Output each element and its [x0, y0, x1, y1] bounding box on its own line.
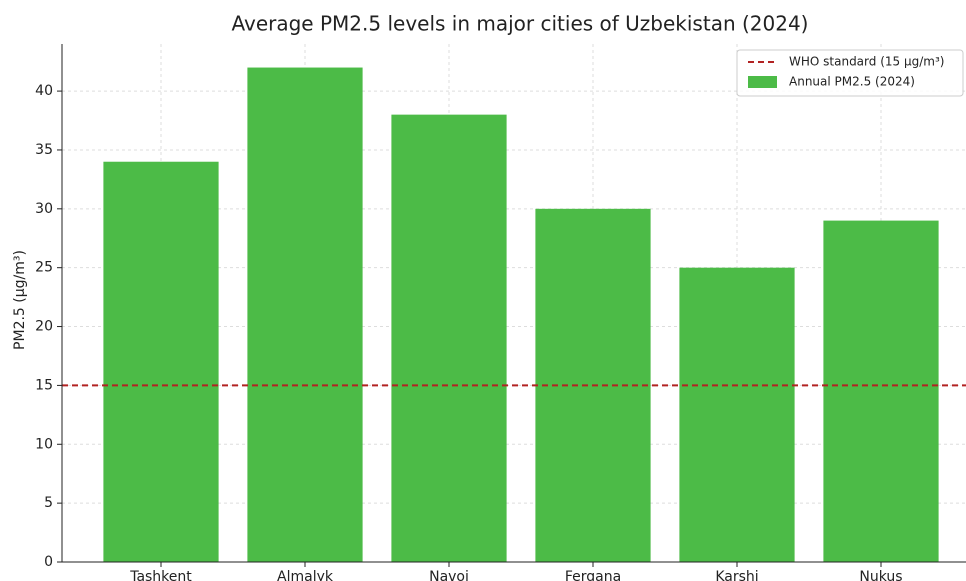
x-tick-label: Karshi: [715, 569, 758, 581]
y-tick-label: 10: [35, 436, 53, 452]
bar: [103, 161, 219, 562]
legend-label: WHO standard (15 µg/m³): [789, 55, 944, 69]
y-tick-label: 25: [35, 260, 53, 276]
x-tick-label: Tashkent: [129, 569, 192, 581]
bar: [823, 220, 939, 562]
bar: [679, 267, 795, 562]
x-tick-label: Nukus: [859, 569, 902, 581]
x-tick-label: Almalyk: [277, 569, 334, 581]
y-tick-label: 0: [44, 554, 53, 570]
y-tick-label: 30: [35, 201, 53, 217]
chart-title: Average PM2.5 levels in major cities of …: [231, 12, 808, 36]
legend-label: Annual PM2.5 (2024): [789, 75, 915, 89]
y-tick-label: 5: [44, 495, 53, 511]
bar: [247, 67, 363, 562]
x-tick-label: Fergana: [565, 569, 621, 581]
y-tick-label: 35: [35, 142, 53, 158]
bar: [391, 114, 507, 563]
x-tick-label: Navoi: [429, 569, 469, 581]
y-tick-label: 20: [35, 319, 53, 335]
legend-box: [736, 49, 964, 97]
y-tick-label: 40: [35, 83, 53, 99]
legend-swatch: [748, 76, 777, 88]
y-tick-label: 15: [35, 377, 53, 393]
y-axis-label: PM2.5 (µg/m³): [12, 250, 28, 350]
